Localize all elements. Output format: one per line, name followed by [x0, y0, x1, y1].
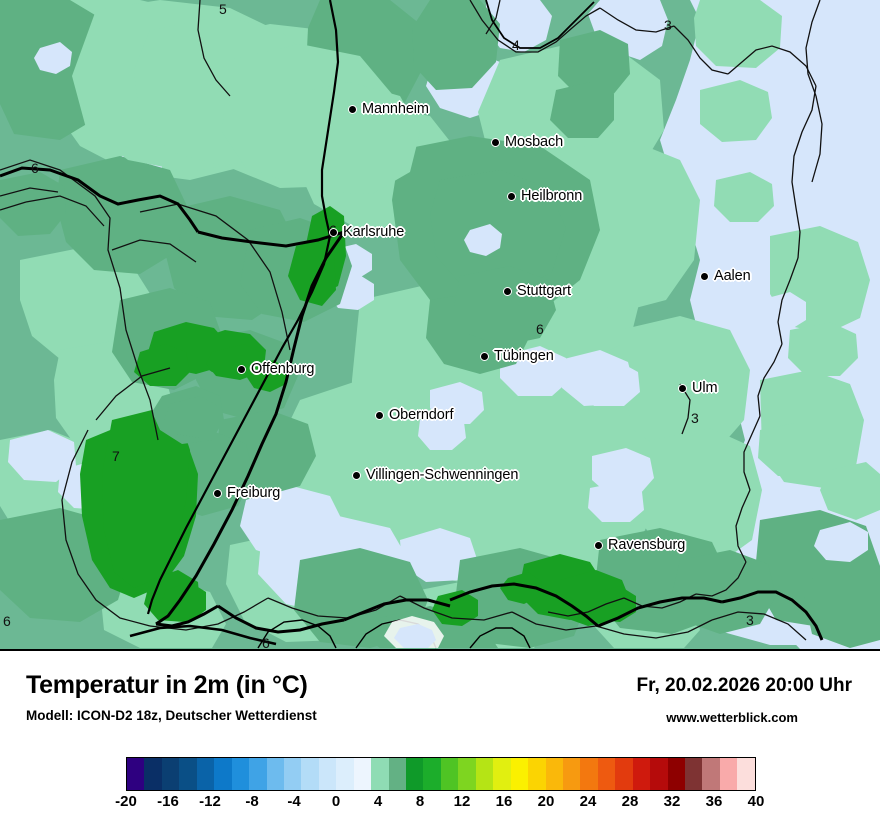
colorbar-tick-label: 36 — [705, 793, 723, 810]
colorbar-swatch-1 — [144, 758, 162, 790]
colorbar-swatch-31 — [667, 758, 685, 790]
colorbar-swatch-22 — [510, 758, 529, 790]
colorbar-legend: -20 -16 -12 -8 -4 0 4 8 12 16 20 24 28 32 36 40 — [115, 757, 764, 815]
colorbar-tick-label: 16 — [495, 793, 513, 810]
weather-map[interactable]: 5 4 3 6 6 6 7 3 6 6 3 Mannheim Mosbach H… — [0, 0, 880, 651]
colorbar-tick-label: -20 — [115, 793, 137, 810]
colorbar-tick-label: -12 — [199, 793, 221, 810]
colorbar-swatch-21 — [493, 758, 511, 790]
colorbar-swatch-35 — [737, 758, 755, 790]
colorbar-swatch-30 — [650, 758, 668, 790]
map-raster — [0, 0, 880, 649]
colorbar-swatch-3 — [179, 758, 197, 790]
colorbar-swatch-11 — [318, 758, 337, 790]
colorbar-swatch-34 — [719, 758, 738, 790]
colorbar-swatch-0 — [127, 758, 145, 790]
colorbar-tick-label: 20 — [537, 793, 555, 810]
colorbar-swatch-7 — [249, 758, 267, 790]
colorbar-swatch-18 — [440, 758, 459, 790]
colorbar-tick-label: 8 — [415, 793, 425, 810]
colorbar-swatch-13 — [353, 758, 372, 790]
colorbar-swatch-20 — [475, 758, 494, 790]
footer-panel: Temperatur in 2m (in °C) Modell: ICON-D2… — [0, 651, 880, 830]
colorbar-tick-label: 0 — [331, 793, 341, 810]
colorbar-swatch-25 — [562, 758, 581, 790]
colorbar-tick-label: -4 — [287, 793, 301, 810]
colorbar-swatch-6 — [231, 758, 250, 790]
colorbar-swatch-28 — [615, 758, 633, 790]
colorbar-tick-label: -16 — [157, 793, 179, 810]
colorbar-tick-label: 32 — [663, 793, 681, 810]
colorbar-tick-label: 28 — [621, 793, 639, 810]
colorbar-swatch-32 — [685, 758, 703, 790]
colorbar-swatch-8 — [266, 758, 284, 790]
website-label: www.wetterblick.com — [666, 710, 798, 725]
colorbar-tick-label: 40 — [747, 793, 765, 810]
colorbar-swatch-26 — [580, 758, 598, 790]
colorbar-swatch-24 — [545, 758, 563, 790]
colorbar-tick-label: 24 — [579, 793, 597, 810]
colorbar-swatch-12 — [336, 758, 354, 790]
model-subtitle: Modell: ICON-D2 18z, Deutscher Wetterdie… — [26, 708, 317, 723]
colorbar-swatch-27 — [597, 758, 616, 790]
colorbar-swatch-10 — [301, 758, 319, 790]
colorbar-tick-label: -8 — [245, 793, 259, 810]
colorbar-swatch-23 — [528, 758, 546, 790]
colorbar-swatch-15 — [388, 758, 406, 790]
colorbar-tick-label: 4 — [373, 793, 383, 810]
colorbar-swatch-9 — [283, 758, 302, 790]
colorbar-swatch-17 — [423, 758, 441, 790]
valid-datetime: Fr, 20.02.2026 20:00 Uhr — [636, 675, 852, 696]
colorbar-swatch-2 — [161, 758, 180, 790]
colorbar-swatches[interactable] — [126, 757, 756, 791]
colorbar-swatch-33 — [702, 758, 720, 790]
colorbar-tick-label: 12 — [453, 793, 471, 810]
colorbar-ticks: -20 -16 -12 -8 -4 0 4 8 12 16 20 24 28 32 36 40 — [115, 793, 764, 815]
colorbar-swatch-16 — [406, 758, 424, 790]
colorbar-swatch-29 — [632, 758, 651, 790]
colorbar-swatch-19 — [458, 758, 476, 790]
colorbar-swatch-14 — [371, 758, 389, 790]
colorbar-swatch-4 — [196, 758, 215, 790]
page-title: Temperatur in 2m (in °C) — [26, 671, 308, 699]
colorbar-swatch-5 — [214, 758, 232, 790]
